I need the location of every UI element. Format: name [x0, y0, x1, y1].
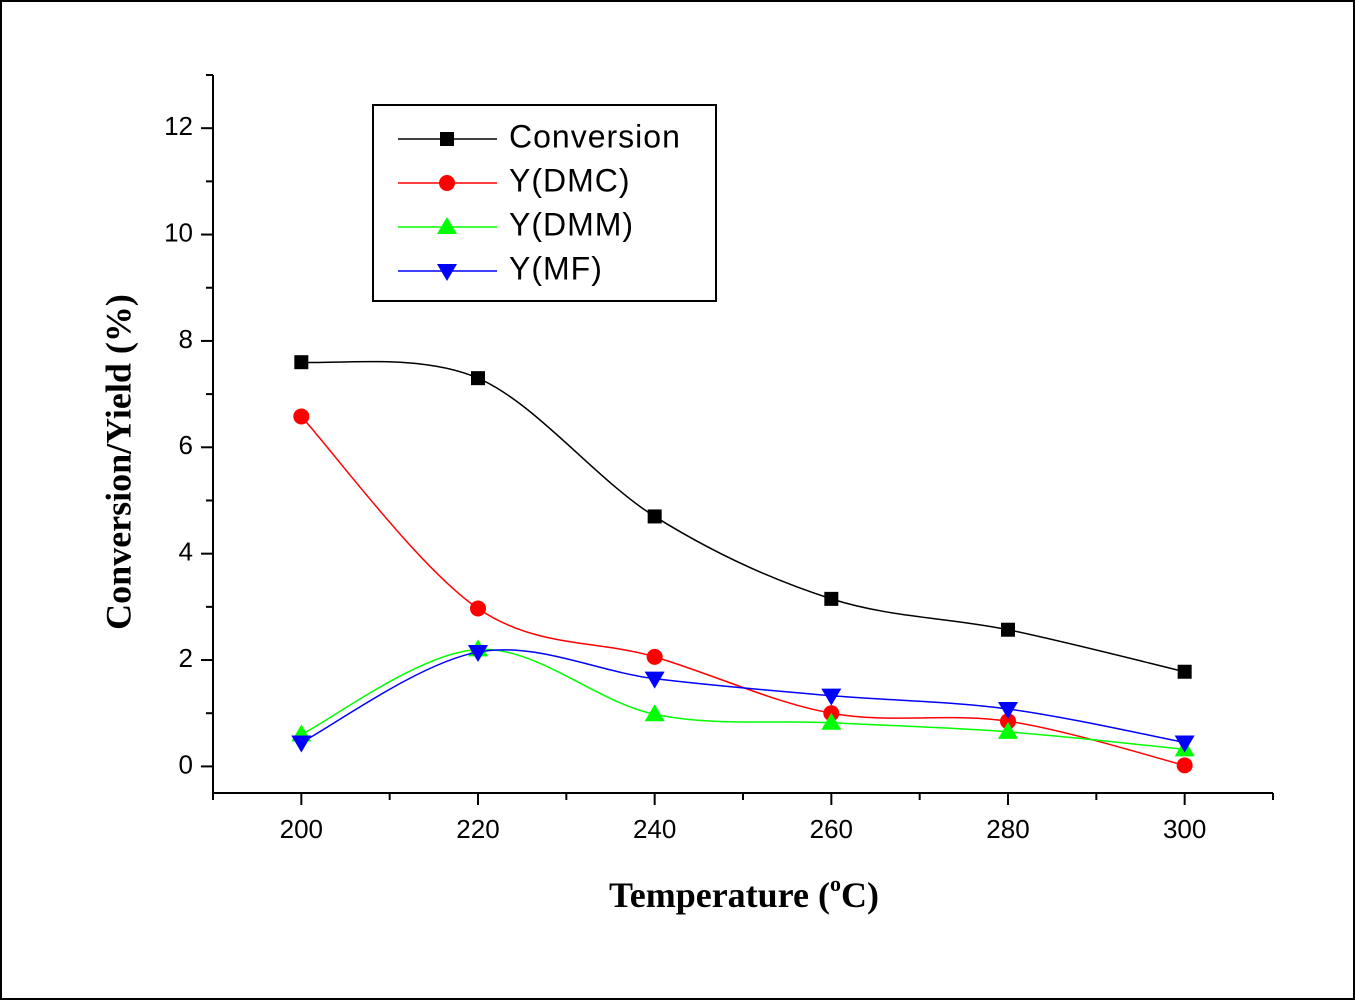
series-y-dmc: [293, 408, 1193, 774]
axes: 0 2 4 6 8 10 12 200 220 240 260 280 300: [164, 74, 1274, 844]
data-point-y-dmm: [998, 721, 1018, 739]
legend-box: [372, 104, 717, 302]
data-point-conversion: [647, 509, 662, 524]
series-line-y-dmm: [301, 648, 1185, 751]
y-tick-label: 8: [179, 324, 193, 354]
data-point-conversion: [1001, 622, 1015, 637]
x-tick-label: 240: [633, 814, 676, 844]
data-point-y-mf: [644, 671, 665, 689]
data-point-conversion: [294, 355, 309, 370]
series-line-y-dmc: [300, 415, 1185, 767]
legend-marker-conversion: [440, 132, 454, 146]
data-point-y-mf: [291, 735, 312, 753]
legend-label-y-dmc: Y(DMC): [509, 162, 631, 198]
data-point-conversion: [1177, 664, 1192, 679]
data-point-y-dmc: [646, 648, 663, 665]
data-point-y-dmc: [293, 408, 310, 425]
x-axis-title-main: Temperature (: [609, 875, 830, 915]
legend-marker-y-mf: [437, 264, 457, 281]
data-point-y-mf: [821, 688, 842, 706]
data-point-y-mf: [468, 645, 488, 663]
data-point-y-dmc: [1176, 757, 1193, 774]
x-axis-title-tail: C): [841, 875, 879, 915]
legend: Conversion Y(DMC) Y(DMM) Y(MF): [372, 104, 717, 302]
y-tick-label: 12: [164, 111, 193, 141]
legend-marker-y-dmm: [437, 217, 457, 234]
x-tick-label: 200: [280, 814, 323, 844]
legend-label-conversion: Conversion: [509, 118, 681, 154]
y-tick-label: 2: [179, 643, 193, 673]
series-layer: [291, 355, 1195, 774]
y-tick-label: 0: [179, 749, 193, 779]
y-tick-label: 10: [164, 217, 193, 247]
data-point-conversion: [471, 371, 485, 386]
data-point-y-dmc: [470, 600, 486, 617]
series-y-mf: [291, 645, 1195, 753]
legend-label-y-mf: Y(MF): [509, 250, 603, 286]
series-y-dmm: [291, 639, 1195, 757]
legend-marker-y-dmc: [439, 175, 455, 191]
series-line-conversion: [301, 360, 1185, 673]
series-line-y-mf: [300, 649, 1185, 744]
x-tick-label: 280: [986, 814, 1029, 844]
x-tick-label: 260: [810, 814, 853, 844]
series-conversion: [294, 355, 1192, 679]
y-tick-label: 4: [179, 537, 193, 567]
y-axis-title: Conversion/Yield (%): [98, 294, 138, 630]
data-point-y-dmm: [644, 704, 665, 722]
data-point-y-dmm: [821, 712, 842, 730]
x-tick-label: 220: [456, 814, 499, 844]
x-axis-title: Temperature (oC): [609, 871, 879, 915]
x-axis-title-sup: o: [830, 871, 841, 896]
x-tick-label: 300: [1163, 814, 1206, 844]
legend-label-y-dmm: Y(DMM): [509, 206, 634, 242]
data-point-y-mf: [998, 701, 1018, 719]
data-point-y-dmc: [1000, 713, 1016, 730]
y-tick-label: 6: [179, 430, 193, 460]
data-point-y-mf: [1174, 735, 1195, 753]
data-point-conversion: [824, 591, 839, 606]
